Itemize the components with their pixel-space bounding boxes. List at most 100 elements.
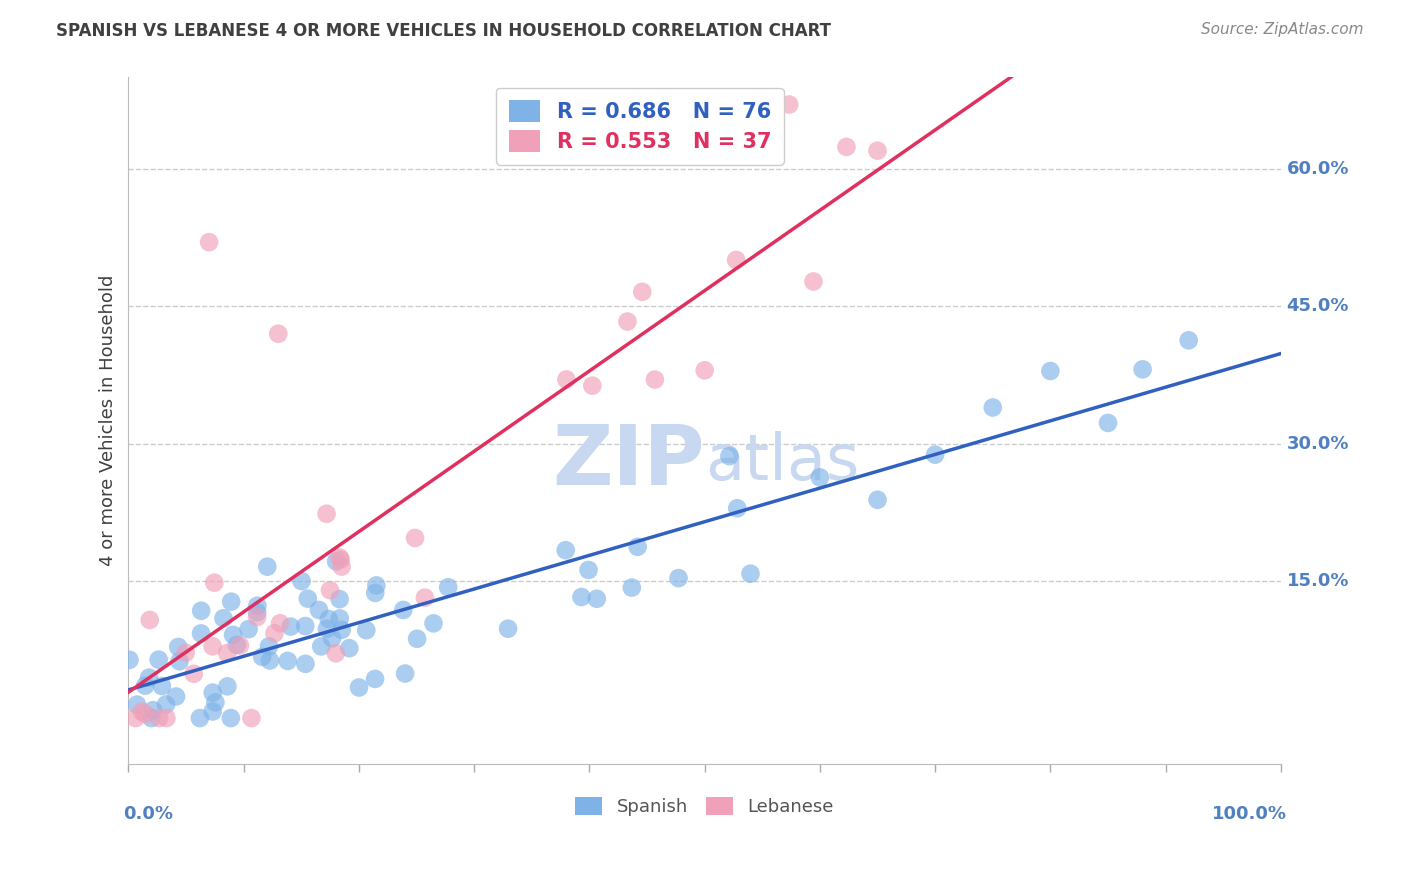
Point [740,566,762,581]
Point [165,690,187,704]
Point [404,531,426,545]
Text: 100.0%: 100.0% [1212,805,1286,823]
Point [297,591,319,606]
Text: atlas: atlas [704,431,859,492]
Point [174,646,197,660]
Point [616,314,638,328]
Point [631,285,654,299]
Point [134,706,156,721]
Point [422,616,444,631]
Point [325,554,347,568]
Point [169,654,191,668]
Point [148,711,170,725]
Point [219,595,242,609]
Point [290,574,312,588]
Point [256,559,278,574]
Point [219,711,242,725]
Point [803,275,825,289]
Text: ZIP: ZIP [553,421,704,502]
Point [124,711,146,725]
Point [246,599,269,613]
Point [204,695,226,709]
Point [693,363,716,377]
Point [496,622,519,636]
Point [190,626,212,640]
Text: 0.0%: 0.0% [122,805,173,823]
Text: Source: ZipAtlas.com: Source: ZipAtlas.com [1201,22,1364,37]
Point [354,623,377,637]
Point [250,649,273,664]
Point [315,622,337,636]
Point [246,610,269,624]
Point [835,140,858,154]
Point [141,711,163,725]
Point [924,448,946,462]
Point [308,603,330,617]
Point [394,666,416,681]
Point [325,646,347,660]
Point [294,619,316,633]
Point [318,612,340,626]
Point [321,632,343,646]
Point [866,144,889,158]
Point [138,613,160,627]
Point [981,401,1004,415]
Point [155,698,177,712]
Text: 45.0%: 45.0% [1286,297,1350,315]
Point [259,653,281,667]
Point [257,640,280,654]
Point [626,540,648,554]
Point [620,581,643,595]
Point [138,671,160,685]
Point [581,378,603,392]
Point [190,604,212,618]
Point [364,672,387,686]
Point [238,622,260,636]
Point [269,616,291,631]
Point [263,626,285,640]
Point [437,580,460,594]
Point [330,559,353,574]
Point [330,623,353,637]
Point [1039,364,1062,378]
Point [155,711,177,725]
Point [413,591,436,605]
Point [267,326,290,341]
Legend: Spanish, Lebanese: Spanish, Lebanese [568,789,841,823]
Point [644,373,666,387]
Point [668,571,690,585]
Point [217,679,239,693]
Point [866,492,889,507]
Point [246,606,269,620]
Point [217,646,239,660]
Point [280,619,302,633]
Point [202,575,225,590]
Point [319,583,342,598]
Point [201,640,224,654]
Point [125,698,148,712]
Point [142,703,165,717]
Point [222,628,245,642]
Point [315,507,337,521]
Text: 60.0%: 60.0% [1286,160,1350,178]
Point [808,470,831,484]
Point [294,657,316,671]
Point [201,705,224,719]
Point [148,653,170,667]
Point [198,235,221,249]
Text: SPANISH VS LEBANESE 4 OR MORE VEHICLES IN HOUSEHOLD CORRELATION CHART: SPANISH VS LEBANESE 4 OR MORE VEHICLES I… [56,22,831,40]
Text: 30.0%: 30.0% [1286,434,1350,452]
Point [240,711,263,725]
Point [366,578,388,592]
Point [554,543,576,558]
Point [188,711,211,725]
Point [337,641,360,656]
Point [134,679,156,693]
Point [329,592,352,607]
Point [347,681,370,695]
Point [329,552,352,566]
Point [718,449,741,463]
Point [309,640,332,654]
Point [201,685,224,699]
Y-axis label: 4 or more Vehicles in Household: 4 or more Vehicles in Household [100,275,117,566]
